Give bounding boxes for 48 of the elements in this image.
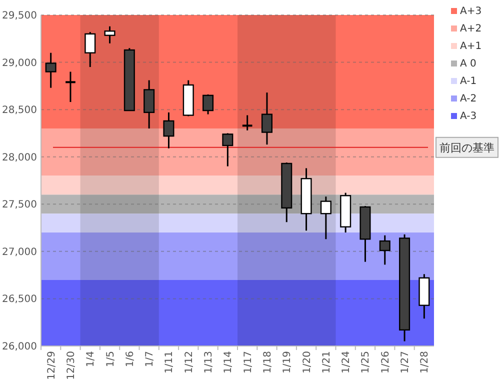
candlestick	[379, 234, 390, 266]
x-tick-label: 1/7	[144, 351, 156, 368]
legend-label: A-2	[460, 94, 477, 104]
x-tick-label: 12/30	[66, 351, 77, 380]
x-tick-label: 1/4	[86, 351, 97, 368]
candlestick	[84, 31, 96, 68]
legend-label: A-3	[460, 111, 477, 122]
x-tick-label: 1/6	[124, 351, 136, 368]
x-tick-label: 1/14	[223, 351, 234, 374]
x-tick-label: 1/25	[360, 351, 372, 374]
y-tick-label: 29,000	[2, 58, 37, 69]
y-tick-label: 26,500	[2, 294, 37, 306]
candlestick	[64, 70, 76, 103]
x-tick-label: 1/24	[341, 351, 352, 374]
candlestick	[202, 94, 214, 116]
candlestick	[222, 132, 234, 168]
x-tick-label: 12/29	[46, 351, 58, 380]
legend-label: A+1	[460, 41, 482, 52]
candlestick	[45, 52, 56, 89]
x-tick-label: 1/17	[242, 351, 254, 374]
x-tick-label: 1/11	[164, 351, 176, 374]
y-tick-label: 26,000	[2, 342, 37, 352]
y-tick-label: 28,500	[2, 105, 37, 116]
legend-label: A-1	[460, 76, 477, 87]
legend-label: A+2	[460, 24, 482, 34]
y-tick-label: 27,500	[2, 200, 37, 211]
candlestick	[104, 26, 116, 44]
candlestick	[320, 196, 332, 240]
band-label: A+3	[460, 6, 482, 17]
x-tick-label: 1/19	[282, 351, 294, 374]
candlestick	[163, 112, 174, 150]
x-tick-label: 1/28	[420, 351, 431, 374]
x-tick-label: 1/26	[380, 351, 392, 374]
ref-line-label: 前回の基準	[440, 141, 494, 154]
x-tick-label: 1/27	[400, 351, 412, 374]
y-tick-label: 28,000	[2, 152, 37, 164]
x-tick-label: 1/13	[204, 351, 215, 374]
y-tick-label: 27,000	[2, 246, 37, 258]
candlestick	[144, 80, 155, 130]
x-tick-label: 1/18	[262, 351, 274, 374]
x-tick-label: 1/21	[321, 351, 332, 374]
y-tick-label: 29,500	[2, 10, 37, 22]
legend-label: A 0	[460, 58, 476, 70]
x-tick-label: 1/5	[105, 351, 116, 368]
x-tick-label: 1/12	[184, 351, 195, 374]
candlestick	[241, 114, 254, 132]
x-tick-label: 1/20	[302, 351, 313, 374]
candlestick	[261, 92, 272, 146]
